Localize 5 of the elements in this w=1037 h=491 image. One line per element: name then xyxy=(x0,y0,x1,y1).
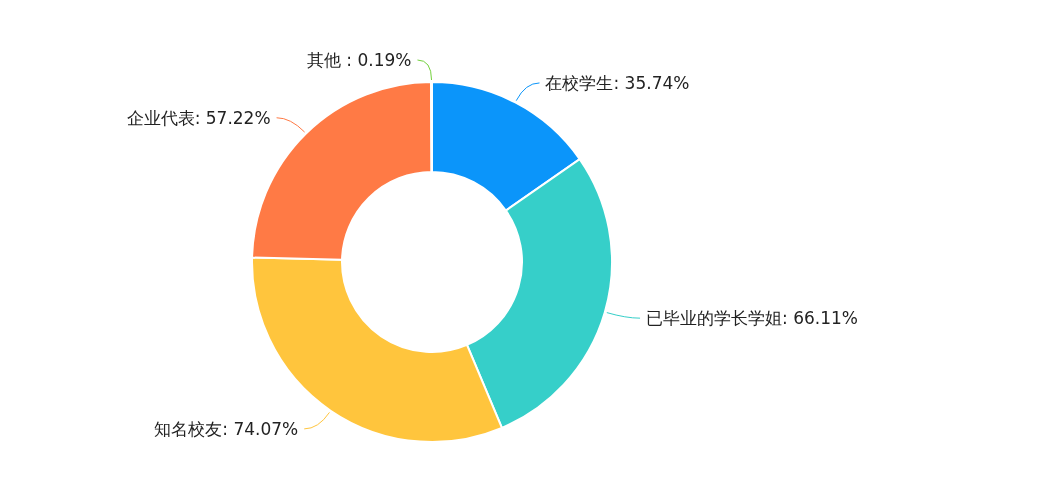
slice-label: 知名校友: 74.07% xyxy=(154,418,299,439)
slice-label: 已毕业的学长学姐: 66.11% xyxy=(646,308,858,329)
slice-label: 企业代表: 57.22% xyxy=(126,107,271,128)
slice-label: 在校学生: 35.74% xyxy=(545,72,690,93)
slice-label: 其他 : 0.19% xyxy=(306,50,412,70)
